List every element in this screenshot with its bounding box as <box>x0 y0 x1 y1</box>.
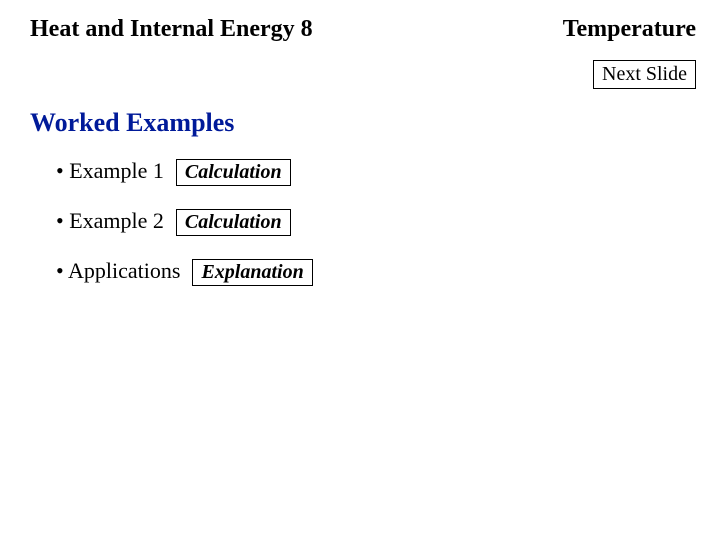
slide: Heat and Internal Energy 8 Temperature N… <box>0 0 720 540</box>
item-label: Example 1 <box>69 158 164 183</box>
calculation-button[interactable]: Calculation <box>176 159 291 186</box>
next-slide-button[interactable]: Next Slide <box>593 60 696 89</box>
bullet-icon: • <box>56 208 64 233</box>
calculation-button[interactable]: Calculation <box>176 209 291 236</box>
list-item: • Example 1 Calculation <box>56 158 313 186</box>
bullet-icon: • <box>56 158 64 183</box>
item-label: Applications <box>68 258 180 283</box>
bullet-label: • Applications <box>56 258 180 284</box>
bullet-label: • Example 2 <box>56 208 164 234</box>
explanation-button[interactable]: Explanation <box>192 259 312 286</box>
header-right: Temperature <box>563 16 696 43</box>
list-item: • Applications Explanation <box>56 258 313 286</box>
item-label: Example 2 <box>69 208 164 233</box>
section-title: Worked Examples <box>30 108 234 138</box>
bullet-icon: • <box>56 258 64 283</box>
bullet-label: • Example 1 <box>56 158 164 184</box>
bullet-list: • Example 1 Calculation • Example 2 Calc… <box>56 158 313 308</box>
header-left: Heat and Internal Energy 8 <box>30 16 313 43</box>
list-item: • Example 2 Calculation <box>56 208 313 236</box>
